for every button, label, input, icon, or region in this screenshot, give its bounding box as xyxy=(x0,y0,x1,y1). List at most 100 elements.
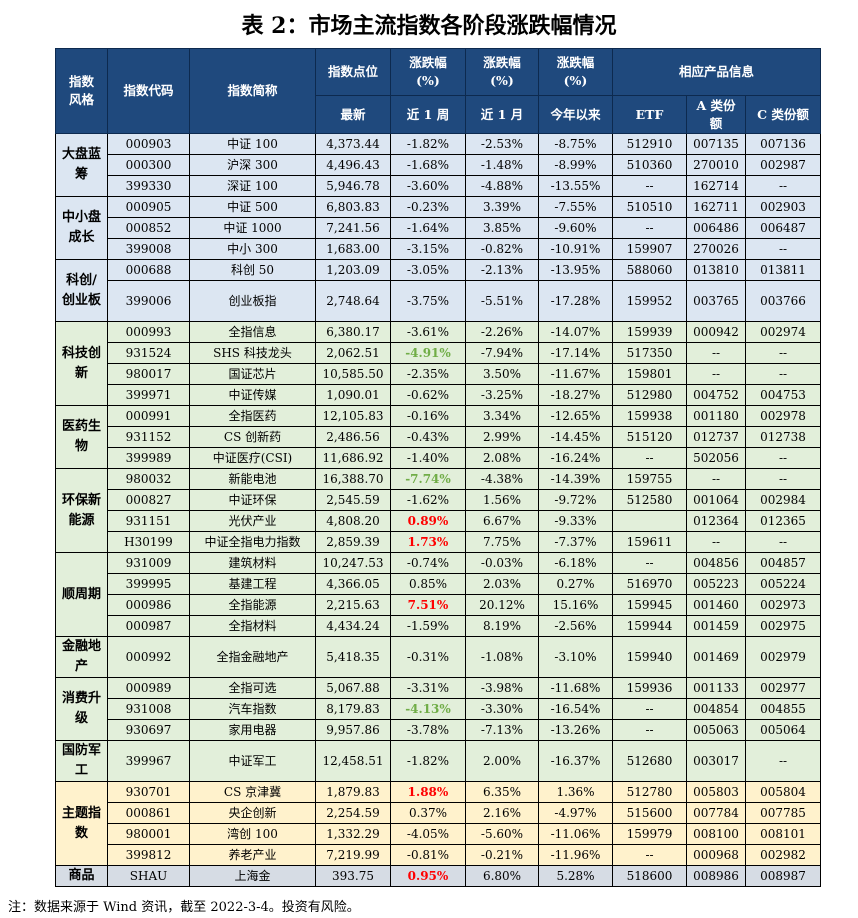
c-share-code: 002973 xyxy=(744,594,822,616)
change-week: -1.62% xyxy=(390,489,466,511)
index-name: 湾创 100 xyxy=(189,823,316,845)
index-performance-table: 指数风格 指数代码 指数简称 指数点位 涨跌幅(%) 涨跌幅(%) 涨跌幅(%)… xyxy=(55,48,822,887)
index-name: 全指材料 xyxy=(189,615,316,637)
header-etf: ETF xyxy=(612,95,687,134)
change-month: -2.53% xyxy=(465,133,539,155)
header-month: 近 1 月 xyxy=(465,95,539,134)
etf-code: 518600 xyxy=(612,865,687,887)
etf-code: 159944 xyxy=(612,615,687,637)
index-level: 7,219.99 xyxy=(315,844,391,866)
table-row: 399330 深证 100 5,946.78 -3.60% -4.88% -13.55% -… xyxy=(56,175,822,197)
etf-code: 159952 xyxy=(612,280,687,322)
c-share-code: 002977 xyxy=(744,677,822,699)
etf-code: 512580 xyxy=(612,489,687,511)
c-share-code: 002978 xyxy=(744,405,822,427)
c-share-code: 002974 xyxy=(744,321,822,343)
etf-code: 159611 xyxy=(612,531,687,553)
index-level: 6,803.83 xyxy=(315,196,391,218)
change-week: -1.68% xyxy=(390,154,466,176)
etf-code: -- xyxy=(612,552,687,574)
change-month: 7.75% xyxy=(465,531,539,553)
change-ytd: -11.67% xyxy=(538,363,613,385)
etf-code xyxy=(612,510,687,532)
table-row: 399995 基建工程 4,366.05 0.85% 2.03% 0.27% 516970 0… xyxy=(56,573,822,595)
index-level: 2,545.59 xyxy=(315,489,391,511)
index-name: 建筑材料 xyxy=(189,552,316,574)
change-week: -0.43% xyxy=(390,426,466,448)
table-row: 主题指数 930701 CS 京津冀 1,879.83 1.88% 6.35% 1.36% 5… xyxy=(55,781,822,866)
index-code: 399812 xyxy=(107,844,190,866)
etf-code: 516970 xyxy=(612,573,687,595)
c-share-code: 005064 xyxy=(744,719,822,741)
a-share-code: 005063 xyxy=(686,719,746,741)
change-ytd: -8.75% xyxy=(538,133,613,155)
index-code: 399006 xyxy=(107,280,190,322)
style-group-label: 主题指数 xyxy=(55,781,108,866)
change-week: 0.95% xyxy=(390,865,466,887)
change-ytd: -17.28% xyxy=(538,280,613,322)
c-share-code: 013811 xyxy=(744,259,822,281)
change-week: 1.88% xyxy=(390,781,466,803)
index-level: 16,388.70 xyxy=(315,468,391,490)
index-name: 全指医药 xyxy=(189,405,316,427)
etf-code: 159945 xyxy=(612,594,687,616)
change-month: 6.35% xyxy=(465,781,539,803)
c-share-code: 004857 xyxy=(744,552,822,574)
a-share-code: 001460 xyxy=(686,594,746,616)
index-level: 1,683.00 xyxy=(315,238,391,260)
a-share-code: 006486 xyxy=(686,217,746,239)
a-share-code: 012364 xyxy=(686,510,746,532)
change-ytd: -16.37% xyxy=(538,740,613,782)
c-share-code: -- xyxy=(744,342,822,364)
change-month: -7.13% xyxy=(465,719,539,741)
index-name: 科创 50 xyxy=(189,259,316,281)
header-name: 指数简称 xyxy=(189,48,316,134)
change-month: -5.51% xyxy=(465,280,539,322)
index-code: 399008 xyxy=(107,238,190,260)
a-share-code: 001459 xyxy=(686,615,746,637)
c-share-code: 012738 xyxy=(744,426,822,448)
c-share-code: 004753 xyxy=(744,384,822,406)
etf-code: 515120 xyxy=(612,426,687,448)
change-ytd: -2.56% xyxy=(538,615,613,637)
change-ytd: -4.97% xyxy=(538,802,613,824)
style-group-label: 国防军工 xyxy=(55,740,108,782)
index-name: 全指金融地产 xyxy=(189,636,316,678)
index-level: 11,686.92 xyxy=(315,447,391,469)
table-row: 000852 中证 1000 7,241.56 -1.64% 3.85% -9.60% --… xyxy=(56,217,822,239)
etf-code: 159979 xyxy=(612,823,687,845)
index-code: 980032 xyxy=(107,468,190,490)
table-row: 消费升级 000989 全指可选 5,067.88 -3.31% -3.98% -11.68… xyxy=(55,677,822,741)
change-ytd: -9.60% xyxy=(538,217,613,239)
change-month: -3.98% xyxy=(465,677,539,699)
change-month: 2.16% xyxy=(465,802,539,824)
index-name: 深证 100 xyxy=(189,175,316,197)
change-ytd: -8.99% xyxy=(538,154,613,176)
a-share-code: 012737 xyxy=(686,426,746,448)
index-name: 中证 500 xyxy=(189,196,316,218)
table-title: 表 2：市场主流指数各阶段涨跌幅情况 xyxy=(241,13,617,39)
header-products: 相应产品信息 xyxy=(611,48,822,96)
c-share-code: 005804 xyxy=(744,781,822,803)
a-share-code: 004856 xyxy=(686,552,746,574)
table-row: 医药生物 000991 全指医药 12,105.83 -0.16% 3.34% -12.65… xyxy=(55,405,822,469)
change-month: 20.12% xyxy=(465,594,539,616)
change-month: -7.94% xyxy=(465,342,539,364)
change-month: -0.03% xyxy=(465,552,539,574)
index-code: 000300 xyxy=(107,154,190,176)
c-share-code: -- xyxy=(744,468,822,490)
a-share-code: 502056 xyxy=(686,447,746,469)
index-level: 2,486.56 xyxy=(315,426,391,448)
change-month: 3.34% xyxy=(465,405,539,427)
change-week: -1.82% xyxy=(390,133,466,155)
table-row: 931008 汽车指数 8,179.83 -4.13% -3.30% -16.54% -- 0… xyxy=(56,698,822,720)
etf-code: 159940 xyxy=(612,636,687,678)
c-share-code: 006487 xyxy=(744,217,822,239)
index-code: 000852 xyxy=(107,217,190,239)
a-share-code: 008986 xyxy=(686,865,746,887)
c-share-code: 002975 xyxy=(744,615,822,637)
index-name: 中证传媒 xyxy=(189,384,316,406)
change-week: -3.05% xyxy=(390,259,466,281)
header-change-month: 涨跌幅(%) xyxy=(465,48,539,96)
index-code: 980001 xyxy=(107,823,190,845)
